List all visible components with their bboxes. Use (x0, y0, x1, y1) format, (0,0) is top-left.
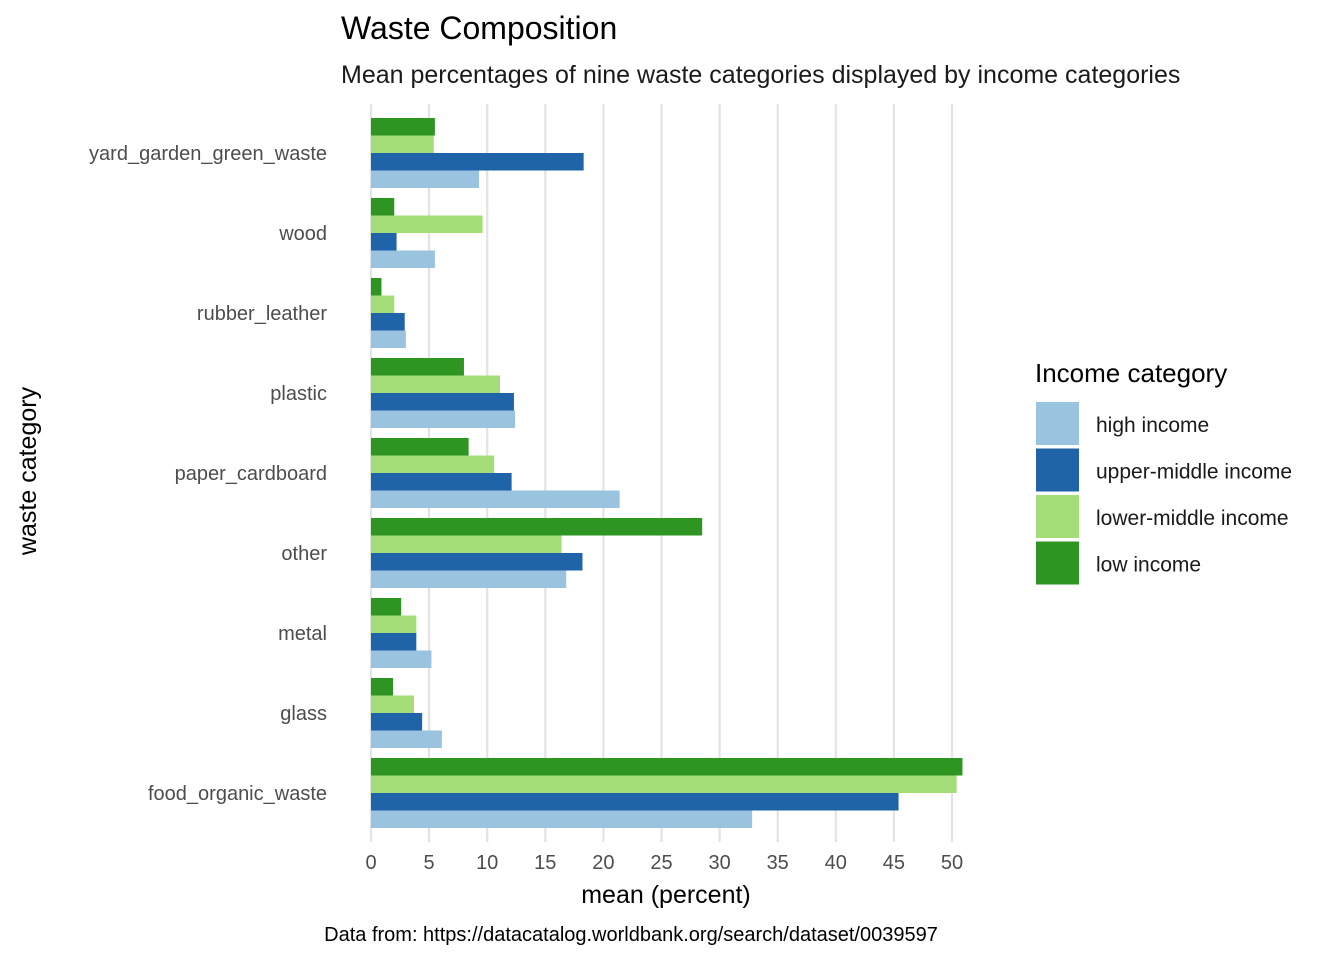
y-tick-label: food_organic_waste (148, 783, 327, 805)
bar-rubber-leather-high-income (371, 330, 406, 348)
legend-label: high income (1096, 414, 1209, 437)
bars (371, 118, 963, 828)
chart-title: Waste Composition (341, 10, 617, 46)
y-tick-label: paper_cardboard (175, 463, 327, 485)
bar-food-organic-waste-upper-middle-income (371, 793, 899, 811)
bar-yard-garden-green-waste-high-income (371, 170, 480, 188)
bar-wood-upper-middle-income (371, 233, 397, 251)
x-tick-label: 40 (825, 852, 847, 874)
y-tick-label: glass (280, 703, 327, 725)
bar-plastic-upper-middle-income (371, 393, 514, 411)
x-tick-label: 0 (365, 852, 376, 874)
bar-other-low-income (371, 518, 703, 536)
bar-metal-high-income (371, 650, 432, 668)
bar-plastic-high-income (371, 410, 516, 428)
chart-subtitle: Mean percentages of nine waste categorie… (341, 61, 1180, 89)
x-tick-label: 10 (476, 852, 498, 874)
bar-glass-low-income (371, 678, 394, 696)
x-axis-label: mean (percent) (581, 881, 751, 909)
bar-paper-cardboard-high-income (371, 490, 620, 508)
caption: Data from: https://datacatalog.worldbank… (324, 924, 938, 946)
bar-paper-cardboard-upper-middle-income (371, 473, 512, 491)
bar-rubber-leather-lower-middle-income (371, 295, 395, 313)
bar-rubber-leather-low-income (371, 278, 382, 296)
y-tick-label: yard_garden_green_waste (89, 143, 327, 165)
x-tick-label: 50 (941, 852, 963, 874)
bar-other-upper-middle-income (371, 553, 583, 571)
bar-plastic-low-income (371, 358, 464, 376)
legend-swatch (1036, 495, 1079, 538)
bar-other-lower-middle-income (371, 535, 562, 553)
bar-metal-upper-middle-income (371, 633, 417, 651)
x-tick-label: 30 (708, 852, 730, 874)
legend-swatch (1036, 541, 1079, 585)
y-tick-label: wood (278, 223, 327, 245)
bar-food-organic-waste-lower-middle-income (371, 775, 957, 793)
legend-label: lower-middle income (1096, 507, 1289, 530)
x-tick-label: 5 (424, 852, 435, 874)
bar-food-organic-waste-low-income (371, 758, 963, 776)
y-tick-label: metal (278, 623, 327, 645)
bar-other-high-income (371, 570, 567, 588)
x-tick-labels: 0 5 10 15 20 25 30 35 40 45 50 (365, 852, 963, 874)
x-tick-label: 35 (767, 852, 789, 874)
bar-wood-lower-middle-income (371, 215, 483, 233)
y-tick-label: other (281, 543, 327, 565)
bar-metal-low-income (371, 598, 402, 616)
bar-paper-cardboard-lower-middle-income (371, 455, 495, 473)
legend-label: upper-middle income (1096, 461, 1292, 484)
y-tick-label: plastic (270, 383, 327, 405)
bar-plastic-lower-middle-income (371, 375, 500, 393)
bar-glass-lower-middle-income (371, 695, 414, 713)
legend: Income category high income upper-middle … (1035, 358, 1292, 585)
bar-glass-high-income (371, 730, 442, 748)
legend-title: Income category (1035, 358, 1227, 388)
bar-food-organic-waste-high-income (371, 810, 753, 828)
x-tick-label: 25 (650, 852, 672, 874)
y-axis-label: waste category (14, 386, 42, 556)
bar-paper-cardboard-low-income (371, 438, 469, 456)
bar-rubber-leather-upper-middle-income (371, 313, 405, 331)
legend-swatch (1036, 402, 1079, 445)
x-tick-label: 45 (883, 852, 905, 874)
legend-label: low income (1096, 554, 1201, 577)
bar-metal-lower-middle-income (371, 615, 417, 633)
bar-yard-garden-green-waste-upper-middle-income (371, 153, 584, 171)
y-tick-label: rubber_leather (197, 303, 327, 325)
bar-glass-upper-middle-income (371, 713, 423, 731)
x-tick-label: 20 (592, 852, 614, 874)
bar-wood-low-income (371, 198, 395, 216)
bar-yard-garden-green-waste-low-income (371, 118, 435, 136)
bar-yard-garden-green-waste-lower-middle-income (371, 135, 434, 153)
legend-swatch (1036, 448, 1079, 492)
bar-wood-high-income (371, 250, 435, 268)
x-tick-label: 15 (534, 852, 556, 874)
